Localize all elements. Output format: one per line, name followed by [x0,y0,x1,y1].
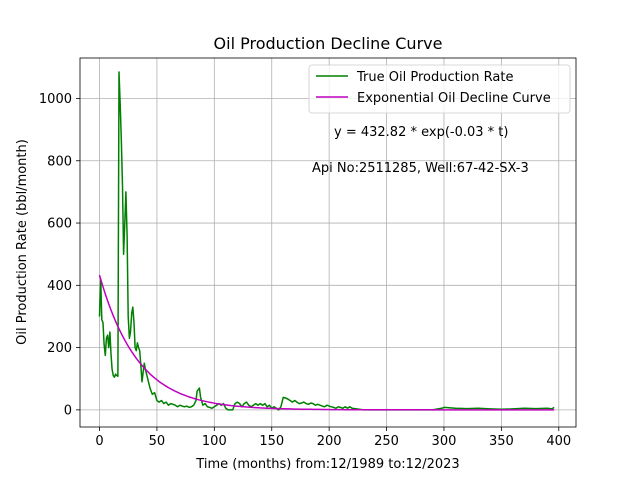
well-annotation: Api No:2511285, Well:67-42-SX-3 [312,161,529,176]
legend-label-true-rate: True Oil Production Rate [356,70,513,85]
x-tick-label: 400 [546,434,571,449]
plot-area [80,58,576,427]
y-axis-title: Oil Production Rate (bbl/month) [15,139,30,345]
chart-title: Oil Production Decline Curve [214,34,443,53]
y-tick-label: 400 [47,279,72,294]
y-tick-label: 1000 [39,92,72,107]
x-tick-label: 200 [317,434,342,449]
legend: True Oil Production Rate Exponential Oil… [308,64,571,114]
equation-annotation: y = 432.82 * exp(-0.03 * t) [334,125,508,140]
ticks: 0 50 100 150 200 250 300 350 400 0 200 400 600 800 100… [39,92,571,449]
x-axis-title: Time (months) from:12/1989 to:12/2023 [195,457,459,472]
series-layer [98,71,555,411]
series-line-decline-curve [98,274,555,411]
x-tick-label: 50 [149,434,166,449]
x-tick-label: 250 [374,434,399,449]
x-tick-label: 0 [95,434,103,449]
y-tick-label: 200 [47,341,72,356]
y-tick-label: 800 [47,154,72,169]
y-tick-label: 600 [47,217,72,232]
x-tick-label: 150 [259,434,284,449]
legend-box [308,64,571,114]
plot-frame [79,57,577,428]
y-tick-label: 0 [64,403,72,418]
x-tick-label: 300 [432,434,457,449]
x-tick-label: 350 [489,434,514,449]
legend-label-decline-curve: Exponential Oil Decline Curve [357,91,551,106]
grid [80,58,576,427]
x-tick-label: 100 [202,434,227,449]
